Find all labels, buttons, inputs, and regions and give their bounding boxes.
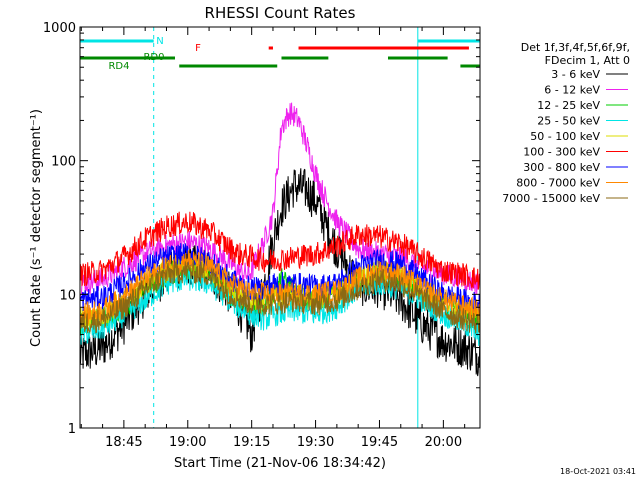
y-tick-label: 1000 (43, 21, 76, 36)
x-tick-label: 20:00 (425, 435, 462, 450)
legend-label-5: 100 - 300 keV (523, 146, 600, 159)
legend: Det 1f,3f,4f,5f,6f,9f,FDecim 1, Att 03 -… (502, 41, 630, 205)
legend-label-3: 25 - 50 keV (537, 115, 600, 128)
legend-label-4: 50 - 100 keV (530, 130, 600, 143)
x-tick-label: 19:00 (169, 435, 206, 450)
y-tick-label: 1 (68, 422, 76, 437)
chart-title: RHESSI Count Rates (205, 4, 356, 22)
legend-label-0: 3 - 6 keV (551, 68, 600, 81)
legend-label-6: 300 - 800 keV (523, 161, 600, 174)
legend-label-8: 7000 - 15000 keV (502, 192, 600, 205)
footer-timestamp: 18-Oct-2021 03:41 (560, 467, 636, 476)
flag-bars: N F RD0 RD4 (80, 36, 480, 72)
legend-label-2: 12 - 25 keV (537, 99, 600, 112)
y-tick-label: 100 (51, 155, 76, 170)
flag-lines (79, 27, 481, 428)
series-line-8 (79, 259, 481, 334)
axis-ticks: 1 10 100 1000 18:45 19:00 19:15 19:30 19:45 20:00 (43, 21, 480, 450)
series-lines (79, 102, 481, 377)
x-tick-label: 19:30 (297, 435, 334, 450)
legend-header: FDecim 1, Att 0 (545, 54, 630, 67)
legend-label-1: 6 - 12 keV (544, 84, 600, 97)
series-line-1 (79, 102, 481, 297)
series-line-5 (79, 211, 481, 290)
y-tick-label: 10 (59, 288, 76, 303)
legend-header: Det 1f,3f,4f,5f,6f,9f, (521, 41, 630, 54)
x-axis-label: Start Time (21-Nov-06 18:34:42) (174, 456, 386, 471)
flag-label-0: N (156, 36, 163, 47)
flag-label-2: RD0 (143, 52, 164, 63)
legend-label-7: 800 - 7000 keV (516, 177, 600, 190)
plot-frame (79, 26, 481, 429)
x-tick-label: 19:45 (361, 435, 398, 450)
x-tick-label: 19:15 (233, 435, 270, 450)
x-tick-label: 18:45 (105, 435, 142, 450)
flag-label-3: RD4 (108, 61, 129, 72)
flag-label-1: F (195, 43, 201, 54)
y-axis-label: Count Rate (s⁻¹ detector segment⁻¹) (29, 109, 44, 347)
